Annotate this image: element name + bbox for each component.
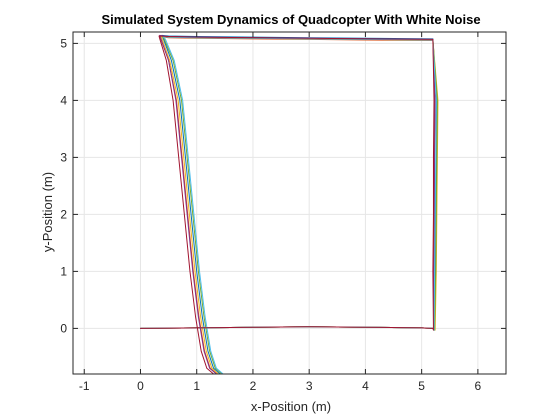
y-tick-label: 2 (60, 207, 67, 221)
y-tick-label: 1 (60, 264, 67, 278)
chart-title: Simulated System Dynamics of Quadcopter … (101, 12, 480, 27)
y-tick-label: 3 (60, 150, 67, 164)
trajectory-line-7 (139, 35, 435, 374)
x-tick-label: 2 (250, 379, 257, 393)
x-axis-label: x-Position (m) (251, 399, 331, 414)
x-tick-label: 1 (193, 379, 200, 393)
x-tick-label: 6 (475, 379, 482, 393)
y-tick-label: 0 (60, 321, 67, 335)
series-lines (139, 34, 439, 374)
y-tick-label: 5 (60, 36, 67, 50)
x-tick-label: 5 (418, 379, 425, 393)
x-tick-label: 0 (137, 379, 144, 393)
x-tick-label: 4 (362, 379, 369, 393)
x-tick-label: 3 (306, 379, 313, 393)
axes-frame (72, 31, 507, 375)
y-axis-label: y-Position (m) (40, 172, 55, 252)
axis-ticks: -1 0 1 2 3 4 5 6 0 1 2 3 4 5 (60, 32, 506, 393)
y-tick-label: 4 (60, 93, 67, 107)
x-tick-label: -1 (79, 379, 90, 393)
plot-area (73, 32, 506, 374)
